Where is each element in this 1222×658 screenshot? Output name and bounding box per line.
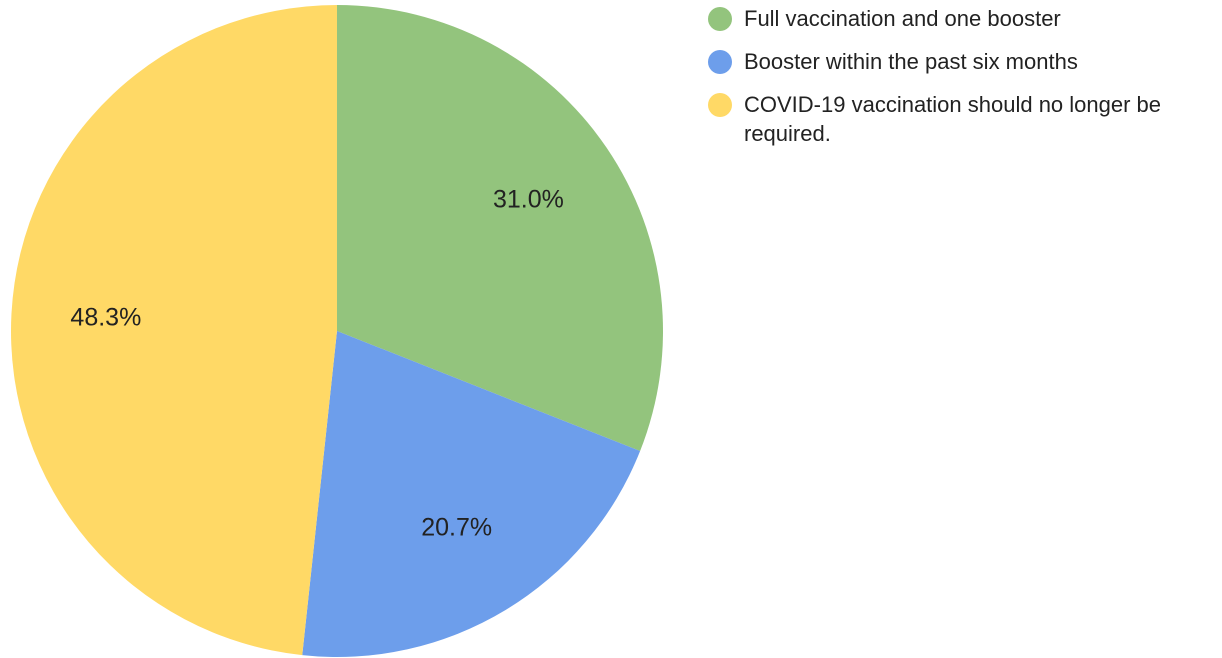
slice-label: 48.3% [70, 303, 141, 331]
legend-label: COVID-19 vaccination should no longer be… [744, 92, 1162, 146]
legend-swatch [708, 7, 732, 31]
legend-label: Booster within the past six months [744, 49, 1078, 74]
pie-slice [337, 5, 663, 452]
slice-label: 31.0% [493, 186, 564, 214]
slice-label: 20.7% [421, 514, 492, 542]
legend-item: Booster within the past six months [708, 47, 1218, 76]
legend-item: COVID-19 vaccination should no longer be… [708, 90, 1218, 148]
legend: Full vaccination and one booster Booster … [708, 4, 1218, 162]
legend-swatch [708, 50, 732, 74]
pie-slice [11, 5, 337, 656]
legend-label: Full vaccination and one booster [744, 6, 1061, 31]
pie-slice [302, 331, 641, 657]
legend-item: Full vaccination and one booster [708, 4, 1218, 33]
legend-swatch [708, 93, 732, 117]
